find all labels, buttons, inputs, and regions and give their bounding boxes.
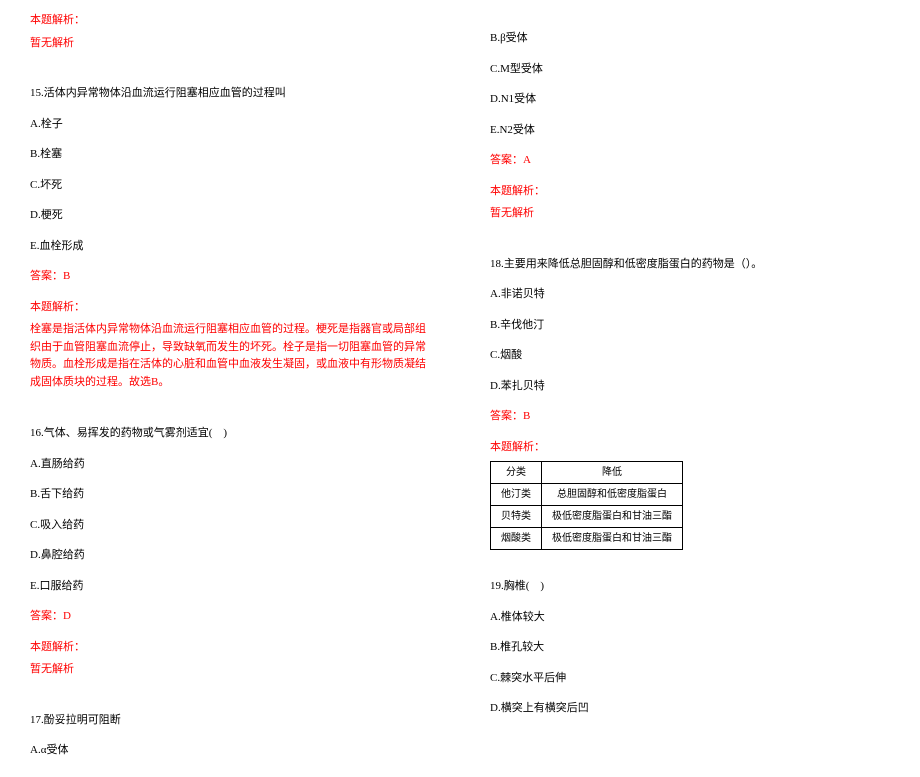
q17-option-c: C.M型受体 bbox=[490, 61, 890, 78]
q18-analysis-table: 分类 降低 他汀类 总胆固醇和低密度脂蛋白 贝特类 极低密度脂蛋白和甘油三酯 烟… bbox=[490, 461, 683, 550]
q17-no-analysis: 暂无解析 bbox=[490, 205, 890, 222]
q15-option-b: B.栓塞 bbox=[30, 146, 430, 163]
q17-option-b: B.β受体 bbox=[490, 30, 890, 47]
q15-answer: 答案：B bbox=[30, 268, 430, 285]
table-cell: 他汀类 bbox=[491, 484, 542, 506]
q18-answer: 答案：B bbox=[490, 408, 890, 425]
q15-stem: 15.活体内异常物体沿血流运行阻塞相应血管的过程叫 bbox=[30, 85, 430, 102]
q19-stem: 19.胸椎( ) bbox=[490, 578, 890, 595]
q18-analysis-header: 本题解析： bbox=[490, 439, 890, 456]
q18-option-d: D.苯扎贝特 bbox=[490, 378, 890, 395]
no-analysis-text: 暂无解析 bbox=[30, 35, 430, 52]
q16-analysis-header: 本题解析： bbox=[30, 639, 430, 656]
table-row: 他汀类 总胆固醇和低密度脂蛋白 bbox=[491, 484, 683, 506]
q19-option-d: D.横突上有横突后凹 bbox=[490, 700, 890, 717]
q19-option-a: A.椎体较大 bbox=[490, 609, 890, 626]
q15-option-d: D.梗死 bbox=[30, 207, 430, 224]
q15-option-c: C.坏死 bbox=[30, 177, 430, 194]
q17-option-a: A.α受体 bbox=[30, 742, 430, 759]
table-header-cell: 降低 bbox=[542, 462, 683, 484]
table-row: 烟酸类 极低密度脂蛋白和甘油三酯 bbox=[491, 528, 683, 550]
q15-analysis-header: 本题解析： bbox=[30, 299, 430, 316]
q16-option-b: B.舌下给药 bbox=[30, 486, 430, 503]
q19-option-c: C.棘突水平后伸 bbox=[490, 670, 890, 687]
right-column: B.β受体 C.M型受体 D.N1受体 E.N2受体 答案：A 本题解析： 暂无… bbox=[460, 0, 920, 777]
q16-option-a: A.直肠给药 bbox=[30, 456, 430, 473]
q17-option-e: E.N2受体 bbox=[490, 122, 890, 139]
analysis-header: 本题解析： bbox=[30, 12, 430, 29]
q18-option-c: C.烟酸 bbox=[490, 347, 890, 364]
q17-answer: 答案：A bbox=[490, 152, 890, 169]
q16-no-analysis: 暂无解析 bbox=[30, 661, 430, 678]
q16-option-d: D.鼻腔给药 bbox=[30, 547, 430, 564]
q16-option-c: C.吸入给药 bbox=[30, 517, 430, 534]
table-cell: 烟酸类 bbox=[491, 528, 542, 550]
q15-analysis-body: 栓塞是指活体内异常物体沿血流运行阻塞相应血管的过程。梗死是指器官或局部组织由于血… bbox=[30, 321, 430, 391]
q18-option-b: B.辛伐他汀 bbox=[490, 317, 890, 334]
q16-option-e: E.口服给药 bbox=[30, 578, 430, 595]
q15-option-e: E.血栓形成 bbox=[30, 238, 430, 255]
page-container: 本题解析： 暂无解析 15.活体内异常物体沿血流运行阻塞相应血管的过程叫 A.栓… bbox=[0, 0, 920, 777]
table-header-cell: 分类 bbox=[491, 462, 542, 484]
table-cell: 总胆固醇和低密度脂蛋白 bbox=[542, 484, 683, 506]
q17-analysis-header: 本题解析： bbox=[490, 183, 890, 200]
table-cell: 贝特类 bbox=[491, 506, 542, 528]
left-column: 本题解析： 暂无解析 15.活体内异常物体沿血流运行阻塞相应血管的过程叫 A.栓… bbox=[0, 0, 460, 777]
q18-option-a: A.非诺贝特 bbox=[490, 286, 890, 303]
q19-option-b: B.椎孔较大 bbox=[490, 639, 890, 656]
q16-answer: 答案：D bbox=[30, 608, 430, 625]
table-cell: 极低密度脂蛋白和甘油三酯 bbox=[542, 506, 683, 528]
q17-stem: 17.酚妥拉明可阻断 bbox=[30, 712, 430, 729]
table-row: 贝特类 极低密度脂蛋白和甘油三酯 bbox=[491, 506, 683, 528]
q16-stem: 16.气体、易挥发的药物或气雾剂适宜( ) bbox=[30, 425, 430, 442]
q18-stem: 18.主要用来降低总胆固醇和低密度脂蛋白的药物是（）。 bbox=[490, 256, 890, 273]
table-cell: 极低密度脂蛋白和甘油三酯 bbox=[542, 528, 683, 550]
q15-option-a: A.栓子 bbox=[30, 116, 430, 133]
table-row: 分类 降低 bbox=[491, 462, 683, 484]
q17-option-d: D.N1受体 bbox=[490, 91, 890, 108]
